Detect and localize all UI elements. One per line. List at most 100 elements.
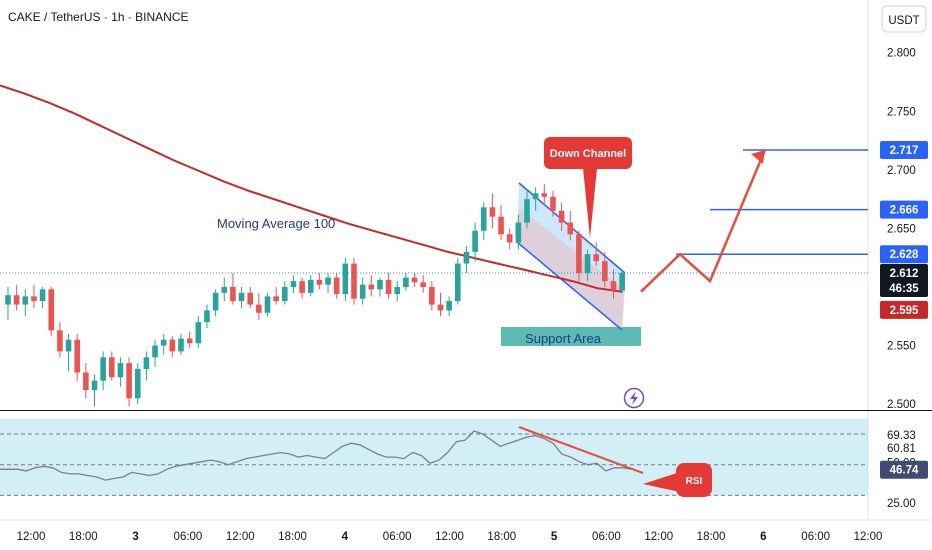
chart-title: CAKE / TetherUS · 1h · BINANCE xyxy=(8,10,189,24)
time-tick-label: 12:00 xyxy=(226,531,255,543)
candle-body xyxy=(351,263,357,299)
candle xyxy=(273,287,279,305)
candle-body xyxy=(5,295,11,305)
rsi-callout-label: RSI xyxy=(686,476,703,487)
target-price-tag: 2.628 xyxy=(880,245,928,264)
candle-body xyxy=(143,357,150,369)
candle xyxy=(134,363,141,405)
price-tick-label: 2.750 xyxy=(887,106,916,118)
candle xyxy=(83,363,89,399)
moving-average-label: Moving Average 100 xyxy=(217,216,335,231)
candle-body xyxy=(532,193,539,200)
candle xyxy=(385,272,392,299)
candle-body xyxy=(31,296,37,302)
down-channel-callout: Down Channel xyxy=(544,137,632,238)
candle-body xyxy=(394,287,401,295)
down-channel-label: Down Channel xyxy=(550,148,626,160)
candle xyxy=(420,275,426,293)
candles-group xyxy=(5,183,625,407)
currency-button[interactable]: USDT xyxy=(881,5,927,33)
candle-body xyxy=(602,261,608,282)
candle xyxy=(437,292,444,317)
target-price-tag: 2.717 xyxy=(880,140,928,159)
candle xyxy=(429,281,435,311)
candle xyxy=(212,289,219,317)
candle-body xyxy=(411,277,418,283)
rsi-value-text: 46.74 xyxy=(890,465,919,477)
candle-body xyxy=(74,339,80,373)
time-tick-label: 12:00 xyxy=(17,531,46,543)
price-tick-label: 2.500 xyxy=(887,399,916,411)
candle-body xyxy=(463,251,470,264)
lightning-icon[interactable] xyxy=(623,387,645,409)
candle-body xyxy=(619,272,625,291)
candle xyxy=(550,190,556,217)
time-tick-label: 3 xyxy=(132,531,138,543)
candle xyxy=(238,287,245,309)
candle xyxy=(5,287,11,320)
candle xyxy=(541,183,548,205)
candle xyxy=(610,269,617,299)
target-price-tag: 2.666 xyxy=(880,200,928,219)
candle-body xyxy=(498,216,504,235)
candle-body xyxy=(567,222,574,235)
candle-body xyxy=(186,338,193,344)
price-tick-label: 2.650 xyxy=(887,223,916,235)
candle-body xyxy=(593,254,599,262)
candle-body xyxy=(290,281,297,287)
candle-body xyxy=(195,322,202,344)
price-tick-label: 2.700 xyxy=(887,165,916,177)
candle xyxy=(204,304,210,328)
candle xyxy=(316,272,323,290)
price-tick-label: 2.800 xyxy=(887,48,916,60)
candle xyxy=(186,331,193,348)
candle xyxy=(567,210,574,241)
candle-body xyxy=(489,207,496,217)
moving-average-line xyxy=(0,84,623,293)
time-tick-label: 18:00 xyxy=(278,531,307,543)
candle-body xyxy=(13,295,20,305)
time-tick-label: 4 xyxy=(342,531,349,543)
candle xyxy=(48,287,55,337)
rsi-tick-label: 60.81 xyxy=(887,443,916,455)
candle xyxy=(463,246,470,273)
candle xyxy=(359,277,366,305)
candle xyxy=(31,284,37,309)
candle-body xyxy=(541,193,548,197)
candle-body xyxy=(204,310,210,323)
candle xyxy=(169,336,176,358)
projection-arrowhead xyxy=(751,149,765,164)
current-price-text: 2.612 xyxy=(890,268,919,280)
candle-body xyxy=(22,296,29,305)
candle xyxy=(333,272,340,299)
candle xyxy=(472,222,478,262)
rsi-line xyxy=(0,430,633,481)
support-area-box xyxy=(501,327,641,346)
candle xyxy=(230,272,236,305)
candle-body xyxy=(65,339,72,352)
candle-body xyxy=(307,279,314,293)
candle xyxy=(195,316,202,348)
currency-button-label: USDT xyxy=(888,15,919,27)
candle-body xyxy=(152,345,158,358)
candle xyxy=(455,257,461,305)
candle-body xyxy=(160,339,167,346)
rsi-divergence-line xyxy=(518,426,644,474)
candle-body xyxy=(212,292,219,311)
time-tick-label: 06:00 xyxy=(174,531,203,543)
candle-body xyxy=(316,279,323,285)
candle xyxy=(307,275,314,297)
candle xyxy=(506,228,513,250)
candle xyxy=(593,242,599,266)
target-price-tag-text: 2.628 xyxy=(890,249,919,261)
candle xyxy=(13,284,20,311)
rsi-value-tag: 46.74 xyxy=(880,460,928,479)
candle xyxy=(377,277,383,297)
time-tick-label: 12:00 xyxy=(435,531,464,543)
down-channel-fill xyxy=(517,183,625,330)
support-area-label: Support Area xyxy=(525,331,602,346)
ma-price-tag: 2.595 xyxy=(880,300,928,319)
candle xyxy=(91,374,98,407)
